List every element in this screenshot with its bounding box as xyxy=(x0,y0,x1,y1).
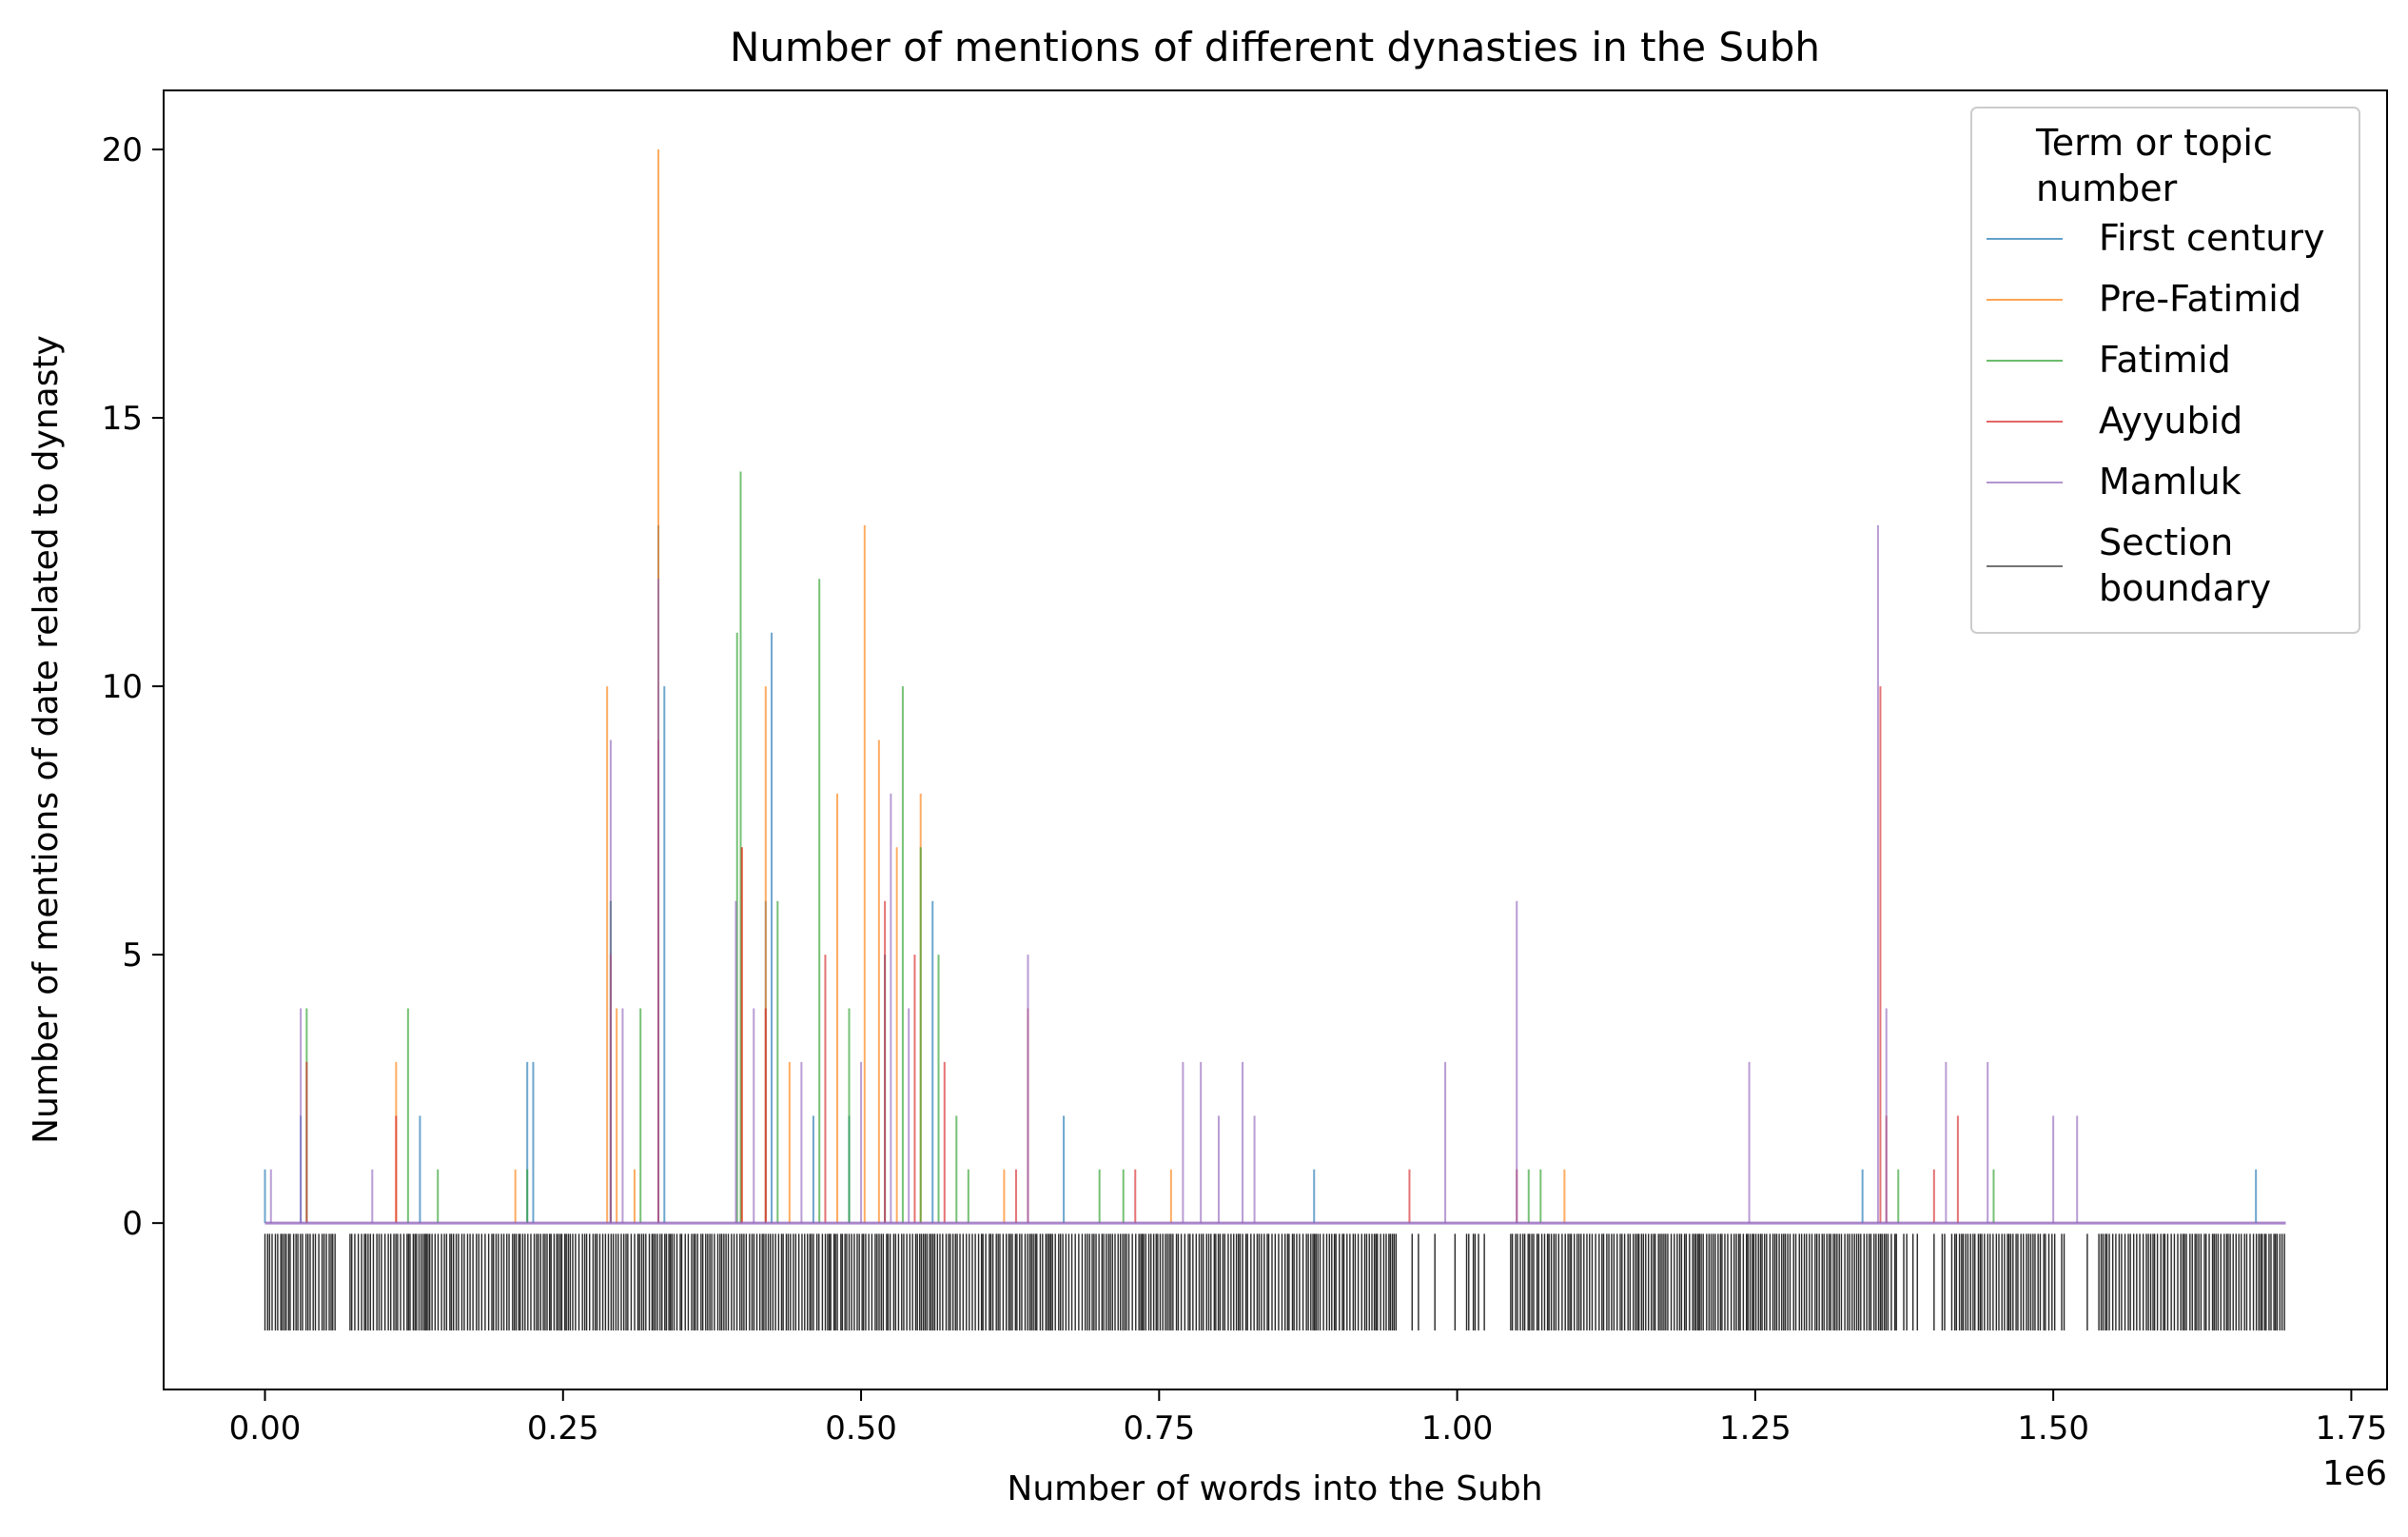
y-tick-label: 10 xyxy=(102,668,143,706)
y-tick-label: 5 xyxy=(122,936,143,975)
x-tick-label: 1.25 xyxy=(1719,1409,1791,1448)
legend-entry: Section xyxy=(2099,522,2233,563)
legend-title: number xyxy=(2036,167,2178,209)
chart-title: Number of mentions of different dynastie… xyxy=(730,24,1820,70)
series-layer xyxy=(264,149,2258,1224)
x-axis-offset-text: 1e6 xyxy=(2322,1454,2387,1493)
x-tick-label: 0.75 xyxy=(1123,1409,1195,1448)
x-tick-label: 1.75 xyxy=(2316,1409,2388,1448)
y-tick-label: 0 xyxy=(122,1205,143,1243)
x-tick-label: 1.00 xyxy=(1421,1409,1494,1448)
legend-entry: Fatimid xyxy=(2099,339,2231,381)
legend-box xyxy=(1970,107,2360,634)
y-tick-label: 20 xyxy=(102,131,143,169)
legend-entry: Ayyubid xyxy=(2099,400,2242,442)
x-tick-label: 1.50 xyxy=(2017,1409,2089,1448)
y-axis-label: Number of mentions of date related to dy… xyxy=(27,335,66,1144)
x-tick-label: 0.25 xyxy=(527,1409,599,1448)
legend-entry: First century xyxy=(2099,217,2325,259)
section-boundary-layer xyxy=(264,1233,2285,1330)
legend-entry: Pre-Fatimid xyxy=(2099,278,2301,320)
y-tick-label: 15 xyxy=(102,400,143,438)
legend-entry: boundary xyxy=(2099,567,2271,609)
legend-title: Term or topic xyxy=(2035,122,2273,164)
x-ticks: 0.00 0.25 0.50 0.75 1.00 1.25 1.50 1.75 xyxy=(229,1389,2388,1448)
legend-entry: Mamluk xyxy=(2099,461,2242,502)
plot-frame xyxy=(163,89,2388,1390)
x-tick-label: 0.00 xyxy=(229,1409,302,1448)
series-fatimid xyxy=(305,471,1995,1224)
y-ticks: 0 5 10 15 20 xyxy=(102,131,164,1243)
x-axis-label: Number of words into the Subh xyxy=(1007,1469,1542,1508)
x-tick-label: 0.50 xyxy=(825,1409,897,1448)
series-mamluk xyxy=(269,524,2079,1224)
